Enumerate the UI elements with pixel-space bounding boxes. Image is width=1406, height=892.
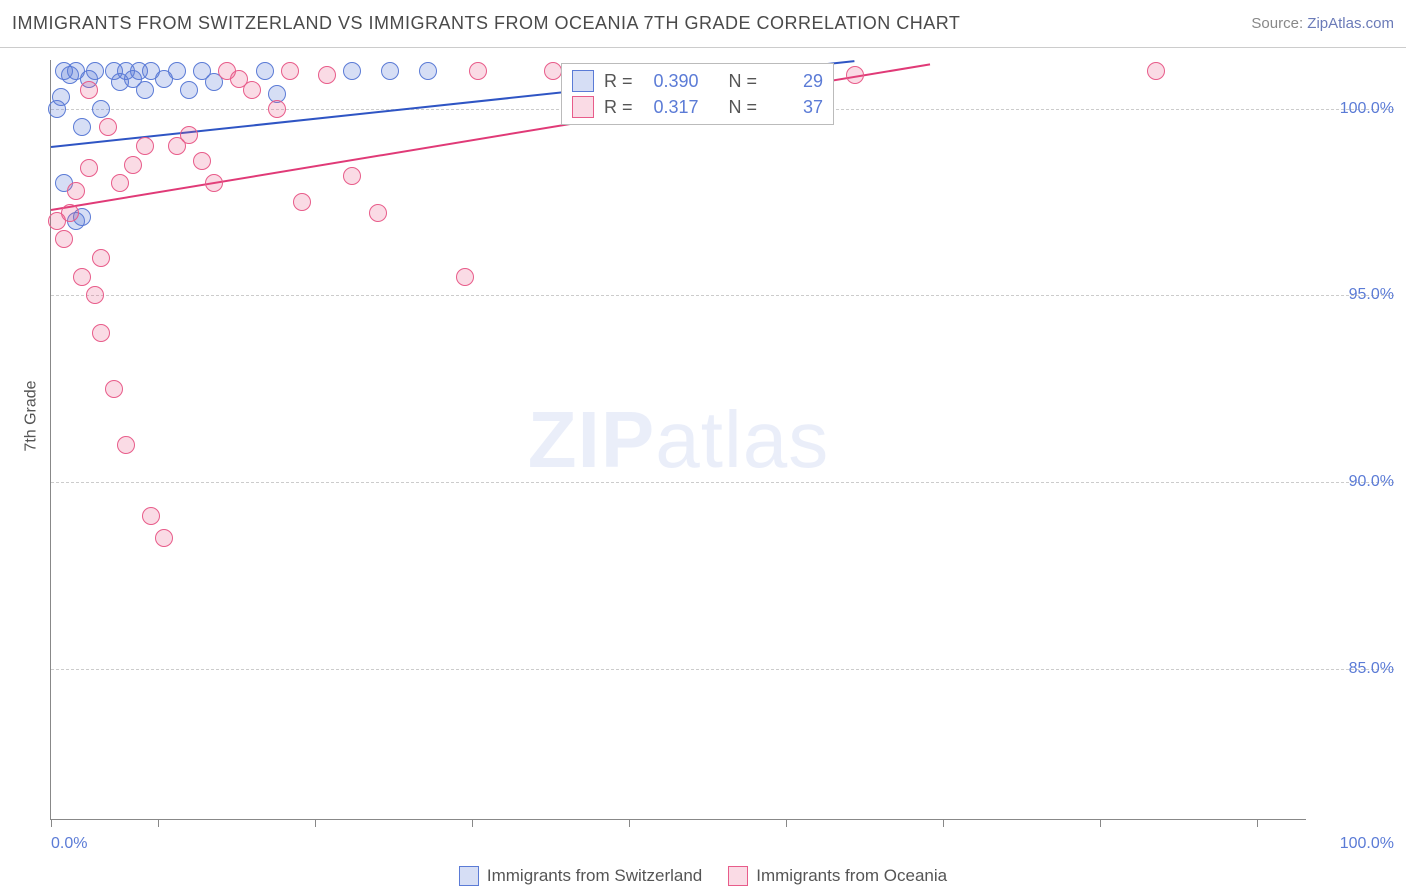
stat-swatch-a bbox=[572, 70, 594, 92]
x-tick bbox=[1100, 819, 1101, 827]
x-tick bbox=[1257, 819, 1258, 827]
watermark-rest: atlas bbox=[655, 395, 829, 484]
data-point-a bbox=[92, 100, 110, 118]
data-point-b bbox=[92, 249, 110, 267]
data-point-b bbox=[205, 174, 223, 192]
data-point-a bbox=[256, 62, 274, 80]
gridline-h bbox=[51, 482, 1394, 483]
y-axis-label: 7th Grade bbox=[23, 380, 41, 451]
data-point-b bbox=[99, 118, 117, 136]
data-point-a bbox=[73, 118, 91, 136]
data-point-b bbox=[846, 66, 864, 84]
gridline-h bbox=[51, 669, 1394, 670]
x-tick bbox=[51, 819, 52, 827]
x-tick-label: 100.0% bbox=[1340, 835, 1394, 853]
stat-r-label: R = bbox=[604, 71, 633, 92]
header-bar: IMMIGRANTS FROM SWITZERLAND VS IMMIGRANT… bbox=[0, 0, 1406, 48]
data-point-b bbox=[136, 137, 154, 155]
data-point-b bbox=[343, 167, 361, 185]
legend-label-switzerland: Immigrants from Switzerland bbox=[487, 866, 702, 886]
data-point-b bbox=[456, 268, 474, 286]
data-point-b bbox=[124, 156, 142, 174]
data-point-b bbox=[318, 66, 336, 84]
legend-item-switzerland: Immigrants from Switzerland bbox=[459, 866, 702, 886]
data-point-b bbox=[80, 159, 98, 177]
watermark-bold: ZIP bbox=[528, 395, 655, 484]
data-point-b bbox=[193, 152, 211, 170]
stat-row-a: R = 0.390 N = 29 bbox=[572, 68, 823, 94]
data-point-b bbox=[111, 174, 129, 192]
legend-item-oceania: Immigrants from Oceania bbox=[728, 866, 947, 886]
x-tick bbox=[158, 819, 159, 827]
data-point-a bbox=[52, 88, 70, 106]
stat-swatch-b bbox=[572, 96, 594, 118]
data-point-b bbox=[469, 62, 487, 80]
data-point-b bbox=[80, 81, 98, 99]
data-point-a bbox=[381, 62, 399, 80]
gridline-h bbox=[51, 295, 1394, 296]
y-tick-label: 100.0% bbox=[1314, 100, 1394, 118]
legend-label-oceania: Immigrants from Oceania bbox=[756, 866, 947, 886]
data-point-b bbox=[142, 507, 160, 525]
y-tick-label: 95.0% bbox=[1314, 286, 1394, 304]
data-point-a bbox=[343, 62, 361, 80]
data-point-b bbox=[268, 100, 286, 118]
source-link[interactable]: ZipAtlas.com bbox=[1307, 15, 1394, 32]
stat-n-label: N = bbox=[729, 97, 758, 118]
source-attribution: Source: ZipAtlas.com bbox=[1251, 15, 1394, 32]
x-tick bbox=[315, 819, 316, 827]
data-point-b bbox=[155, 529, 173, 547]
chart-title: IMMIGRANTS FROM SWITZERLAND VS IMMIGRANT… bbox=[12, 13, 960, 34]
x-tick bbox=[472, 819, 473, 827]
data-point-b bbox=[105, 380, 123, 398]
x-tick bbox=[786, 819, 787, 827]
watermark: ZIPatlas bbox=[528, 394, 829, 486]
stat-r-label: R = bbox=[604, 97, 633, 118]
x-tick-label: 0.0% bbox=[51, 835, 87, 853]
data-point-b bbox=[67, 182, 85, 200]
data-point-b bbox=[180, 126, 198, 144]
stat-r-value-a: 0.390 bbox=[643, 71, 699, 92]
legend-swatch-switzerland bbox=[459, 866, 479, 886]
y-tick-label: 85.0% bbox=[1314, 660, 1394, 678]
data-point-b bbox=[86, 286, 104, 304]
data-point-b bbox=[369, 204, 387, 222]
data-point-b bbox=[293, 193, 311, 211]
data-point-a bbox=[136, 81, 154, 99]
stat-row-b: R = 0.317 N = 37 bbox=[572, 94, 823, 120]
data-point-b bbox=[55, 230, 73, 248]
y-tick-label: 90.0% bbox=[1314, 473, 1394, 491]
bottom-legend: Immigrants from Switzerland Immigrants f… bbox=[0, 866, 1406, 886]
data-point-a bbox=[419, 62, 437, 80]
stat-r-value-b: 0.317 bbox=[643, 97, 699, 118]
data-point-b bbox=[117, 436, 135, 454]
data-point-b bbox=[544, 62, 562, 80]
stat-n-label: N = bbox=[729, 71, 758, 92]
data-point-b bbox=[1147, 62, 1165, 80]
legend-swatch-oceania bbox=[728, 866, 748, 886]
x-tick bbox=[943, 819, 944, 827]
data-point-b bbox=[73, 268, 91, 286]
data-point-a bbox=[168, 62, 186, 80]
data-point-a bbox=[180, 81, 198, 99]
correlation-stat-box: R = 0.390 N = 29 R = 0.317 N = 37 bbox=[561, 63, 834, 125]
y-axis-label-wrap: 7th Grade bbox=[18, 0, 46, 832]
data-point-b bbox=[243, 81, 261, 99]
source-label: Source: bbox=[1251, 15, 1307, 32]
stat-n-value-b: 37 bbox=[767, 97, 823, 118]
data-point-b bbox=[61, 204, 79, 222]
x-tick bbox=[629, 819, 630, 827]
data-point-b bbox=[281, 62, 299, 80]
chart-plot-area: ZIPatlas 85.0%90.0%95.0%100.0%0.0%100.0%… bbox=[50, 60, 1306, 820]
data-point-a bbox=[86, 62, 104, 80]
stat-n-value-a: 29 bbox=[767, 71, 823, 92]
data-point-b bbox=[92, 324, 110, 342]
